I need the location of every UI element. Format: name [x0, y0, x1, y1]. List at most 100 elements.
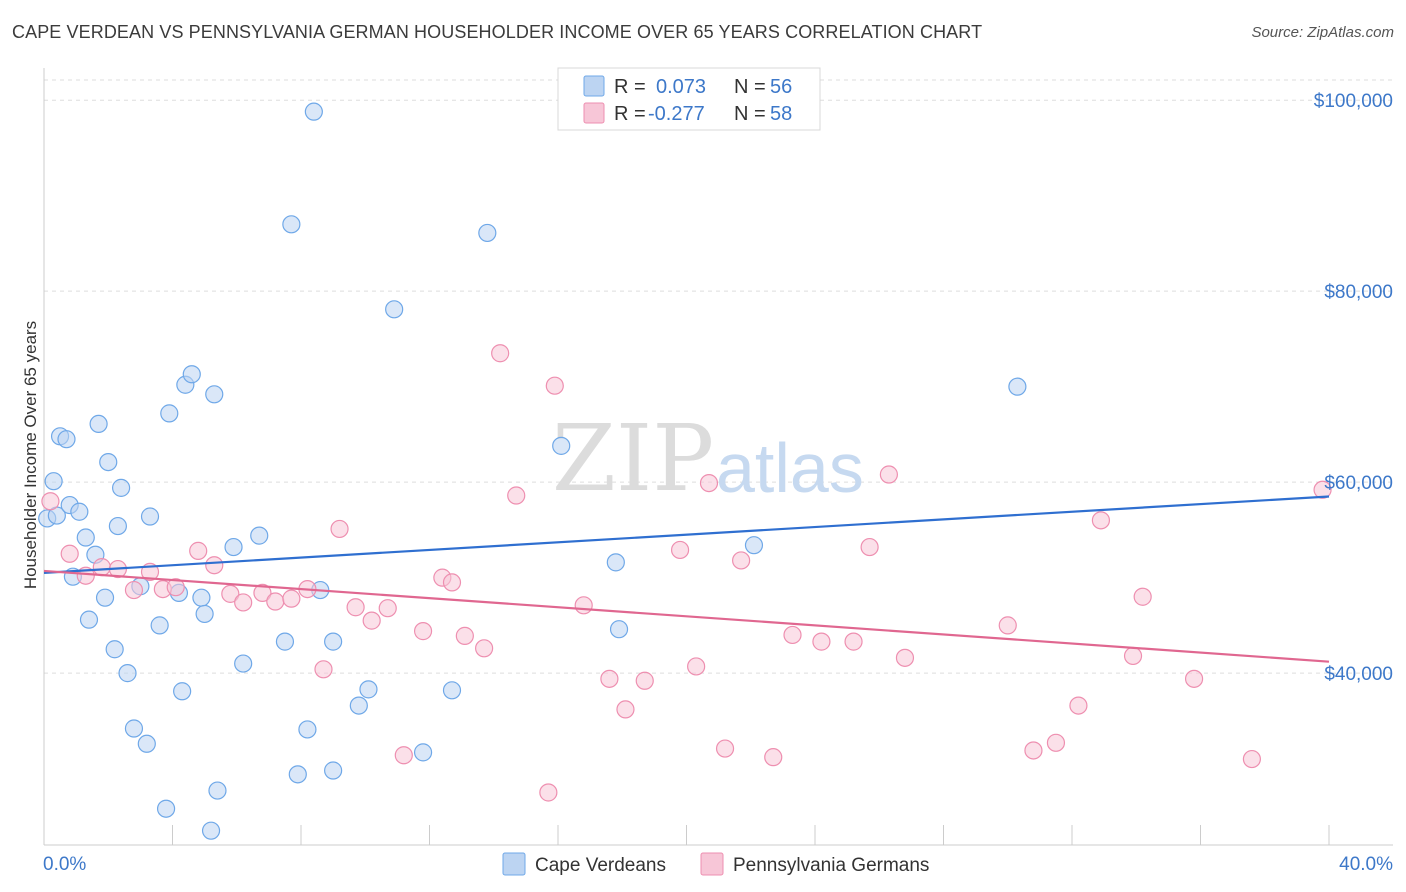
- pennsylvania-german-point-50: [1046, 733, 1066, 752]
- pennsylvania-german-point-18: [330, 519, 349, 539]
- series-legend-label-cape-verdeans: Cape Verdeans: [535, 855, 666, 876]
- data-points: [38, 102, 1332, 840]
- pennsylvania-german-point-43: [812, 632, 831, 651]
- cape-verdean-point-31: [201, 821, 221, 840]
- cape-verdean-trend-line: [43, 495, 1330, 574]
- y-tick-label-0: $40,000: [1324, 664, 1393, 685]
- cape-verdean-point-39: [288, 765, 307, 784]
- cape-verdean-point-24: [160, 404, 179, 423]
- chart-title: CAPE VERDEAN VS PENNSYLVANIA GERMAN HOUS…: [12, 22, 983, 42]
- watermark: ZIP atlas: [552, 405, 864, 512]
- pennsylvania-german-point-12: [234, 593, 253, 612]
- pennsylvania-german-point-10: [205, 556, 224, 575]
- pennsylvania-german-point-22: [394, 746, 413, 765]
- pennsylvania-german-point-52: [1091, 511, 1111, 530]
- cape-verdean-point-41: [304, 102, 323, 121]
- cape-verdean-point-11: [89, 414, 108, 433]
- cape-verdean-point-12: [95, 588, 115, 607]
- cape-verdean-point-17: [118, 664, 137, 683]
- pennsylvania-german-point-44: [844, 632, 863, 651]
- pennsylvania-german-point-15: [282, 589, 301, 608]
- pennsylvania-german-point-38: [699, 474, 719, 493]
- cape-verdean-point-35: [234, 654, 253, 673]
- pennsylvania-german-point-17: [314, 660, 333, 679]
- pennsylvania-german-point-26: [455, 626, 474, 645]
- x-tick-label-max: 40.0%: [1339, 854, 1393, 875]
- pennsylvania-german-point-14: [266, 592, 285, 611]
- pennsylvania-german-point-31: [545, 376, 564, 395]
- cape-verdean-point-55: [1008, 377, 1027, 396]
- cape-verdean-point-48: [413, 743, 433, 762]
- legend-swatch-pennsylvania-germans: [583, 102, 605, 124]
- cape-verdean-point-28: [182, 365, 201, 384]
- cape-verdean-point-33: [205, 385, 224, 404]
- series-legend: Cape Verdeans Pennsylvania Germans: [502, 852, 929, 876]
- cape-verdean-point-29: [192, 588, 211, 607]
- pennsylvania-german-point-3: [92, 558, 111, 577]
- series-legend-swatch-cape-verdeans: [502, 852, 526, 876]
- cape-verdean-point-32: [208, 781, 227, 800]
- cape-verdean-point-13: [99, 452, 118, 472]
- source-credit: Source: ZipAtlas.com: [1251, 24, 1394, 41]
- pennsylvania-german-point-25: [442, 573, 462, 592]
- legend-r-label-1: R =: [614, 76, 646, 98]
- pennsylvania-german-point-29: [507, 486, 526, 505]
- cape-verdean-point-46: [359, 680, 378, 699]
- pennsylvania-german-point-11: [221, 584, 240, 603]
- cape-verdean-point-9: [79, 610, 99, 629]
- pennsylvania-german-point-21: [378, 599, 397, 618]
- y-axis-label: Householder Income Over 65 years: [21, 321, 40, 589]
- pennsylvania-german-point-39: [715, 739, 735, 758]
- y-tick-labels: $40,000 $60,000 $80,000 $100,000: [1314, 91, 1393, 685]
- legend-r-value-1: 0.073: [656, 76, 706, 98]
- cape-verdean-point-52: [606, 553, 625, 572]
- cape-verdean-point-36: [250, 526, 269, 545]
- cape-verdean-point-51: [552, 436, 571, 455]
- pennsylvania-german-point-48: [998, 616, 1017, 635]
- pennsylvania-german-point-47: [895, 648, 915, 667]
- pennsylvania-german-point-8: [166, 578, 185, 597]
- pennsylvania-german-point-5: [124, 580, 144, 600]
- pennsylvania-german-point-20: [362, 611, 381, 630]
- y-tick-label-3: $100,000: [1314, 91, 1393, 112]
- cape-verdean-point-16: [111, 478, 131, 497]
- cape-verdean-point-23: [156, 799, 176, 818]
- cape-verdean-point-14: [105, 640, 124, 659]
- series-legend-swatch-pennsylvania-germans: [700, 852, 724, 876]
- pennsylvania-german-point-49: [1024, 741, 1043, 760]
- cape-verdean-point-7: [70, 502, 89, 521]
- cape-verdean-point-47: [385, 300, 404, 319]
- pennsylvania-german-point-55: [1184, 669, 1204, 688]
- cape-verdean-point-38: [282, 215, 301, 234]
- cape-verdean-point-30: [195, 604, 214, 624]
- pennsylvania-german-point-40: [732, 551, 751, 570]
- pennsylvania-german-point-37: [687, 657, 706, 676]
- pennsylvania-german-point-9: [189, 541, 208, 560]
- trend-lines: [43, 495, 1330, 663]
- legend-n-label-2: N =: [734, 103, 766, 125]
- axes: [43, 68, 1393, 846]
- pennsylvania-german-point-42: [783, 625, 802, 645]
- pennsylvania-german-point-56: [1242, 749, 1262, 769]
- pennsylvania-german-point-13: [253, 583, 272, 603]
- pennsylvania-german-point-27: [475, 639, 494, 658]
- series-legend-label-pennsylvania-germans: Pennsylvania Germans: [733, 855, 929, 876]
- pennsylvania-german-point-23: [413, 622, 433, 641]
- y-tick-label-2: $80,000: [1324, 282, 1393, 303]
- pennsylvania-german-point-51: [1069, 696, 1088, 715]
- legend-swatch-cape-verdeans: [583, 75, 605, 97]
- cape-verdean-point-50: [478, 223, 497, 243]
- cape-verdean-point-20: [137, 734, 156, 753]
- cape-verdean-point-37: [275, 632, 295, 651]
- cape-verdean-point-8: [76, 528, 95, 547]
- pennsylvania-german-point-33: [600, 669, 619, 688]
- pennsylvania-german-point-28: [491, 344, 510, 363]
- cape-verdean-point-53: [609, 620, 629, 639]
- pennsylvania-german-point-46: [879, 465, 898, 484]
- pennsylvania-german-trend-line: [43, 569, 1330, 663]
- pennsylvania-german-point-41: [764, 748, 783, 767]
- pennsylvania-german-point-0: [41, 492, 60, 511]
- pennsylvania-german-point-1: [60, 544, 79, 563]
- cape-verdean-point-43: [324, 761, 343, 780]
- legend-r-value-2: -0.277: [648, 103, 705, 125]
